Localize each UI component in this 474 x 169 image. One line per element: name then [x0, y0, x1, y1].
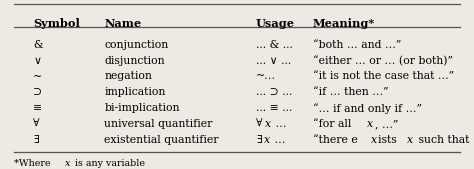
Text: ∃: ∃: [33, 135, 39, 145]
Text: x: x: [264, 119, 271, 129]
Text: “for all: “for all: [313, 119, 355, 129]
Text: “there e: “there e: [313, 135, 357, 145]
Text: ~: ~: [33, 71, 42, 81]
Text: “both … and …”: “both … and …”: [313, 40, 401, 50]
Text: negation: negation: [104, 71, 152, 81]
Text: existential quantifier: existential quantifier: [104, 135, 219, 145]
Text: universal quantifier: universal quantifier: [104, 119, 213, 129]
Text: ... & ...: ... & ...: [256, 40, 293, 50]
Text: Name: Name: [104, 18, 141, 29]
Text: bi-implication: bi-implication: [104, 103, 180, 113]
Text: “if … then …”: “if … then …”: [313, 87, 389, 97]
Text: *Where: *Where: [14, 159, 54, 168]
Text: …: …: [273, 119, 287, 129]
Text: Symbol: Symbol: [33, 18, 80, 29]
Text: implication: implication: [104, 87, 165, 97]
Text: , …”: , …”: [375, 119, 398, 129]
Text: ~…: ~…: [256, 71, 276, 81]
Text: conjunction: conjunction: [104, 40, 169, 50]
Text: ... ∨ ...: ... ∨ ...: [256, 56, 291, 66]
Text: x: x: [367, 119, 373, 129]
Text: ... ≡ ...: ... ≡ ...: [256, 103, 292, 113]
Text: ⊃: ⊃: [33, 87, 42, 97]
Text: x: x: [407, 135, 413, 145]
Text: Usage: Usage: [256, 18, 295, 29]
Text: “… if and only if …”: “… if and only if …”: [313, 103, 422, 114]
Text: Meaning*: Meaning*: [313, 18, 375, 29]
Text: x: x: [264, 135, 270, 145]
Text: ∀: ∀: [33, 119, 40, 129]
Text: “either … or … (or both)”: “either … or … (or both)”: [313, 56, 453, 66]
Text: is any variable: is any variable: [72, 159, 145, 168]
Text: ... ⊃ ...: ... ⊃ ...: [256, 87, 292, 97]
Text: ∨: ∨: [33, 56, 41, 66]
Text: ∃: ∃: [256, 135, 262, 145]
Text: x: x: [65, 159, 71, 168]
Text: x: x: [371, 135, 377, 145]
Text: disjunction: disjunction: [104, 56, 165, 66]
Text: such that …”: such that …”: [415, 135, 474, 145]
Text: &: &: [33, 40, 43, 50]
Text: ≡: ≡: [33, 103, 42, 113]
Text: ∀: ∀: [256, 119, 263, 129]
Text: “it is not the case that …”: “it is not the case that …”: [313, 71, 454, 81]
Text: …: …: [272, 135, 286, 145]
Text: ists: ists: [378, 135, 401, 145]
